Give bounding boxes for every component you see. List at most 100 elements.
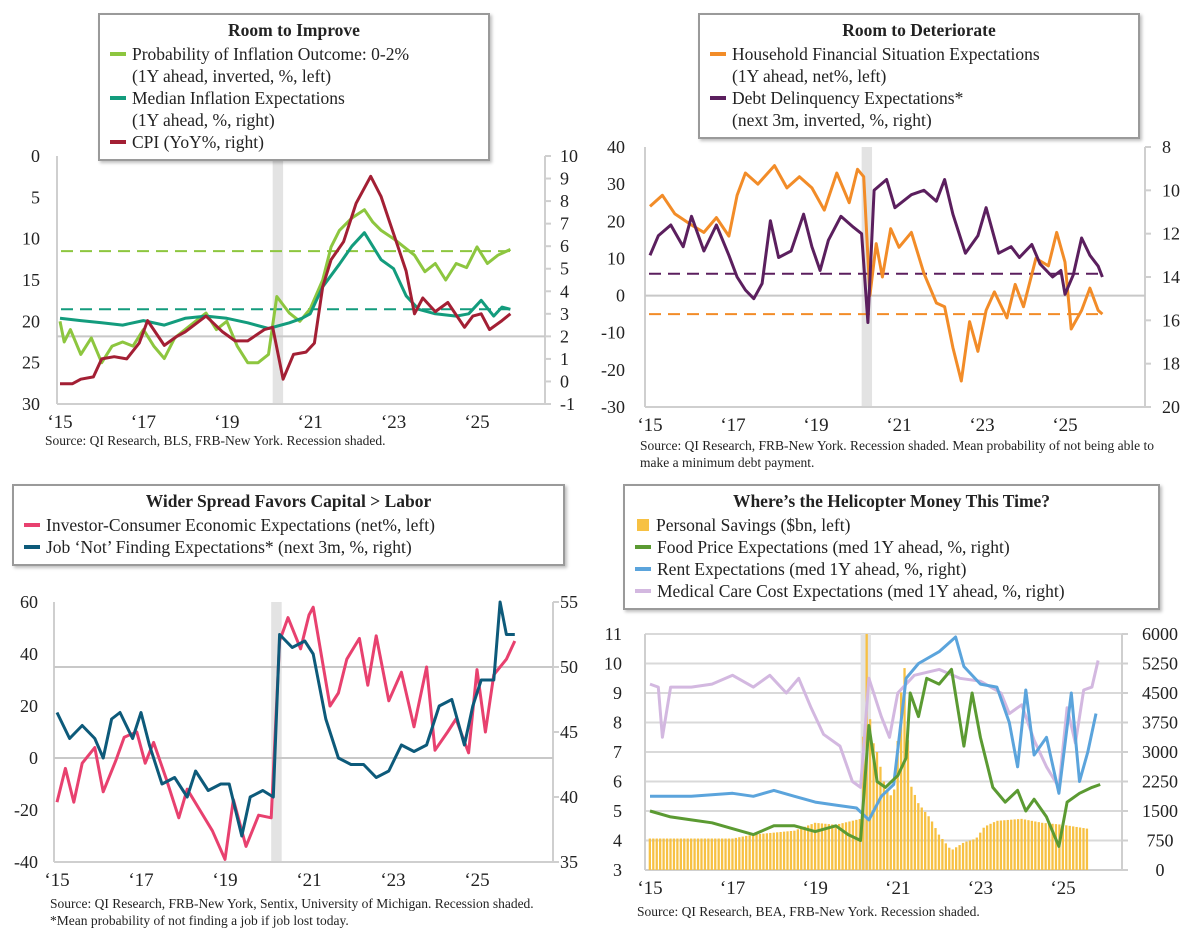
left-tick-label: 6 bbox=[613, 772, 622, 792]
savings-bar bbox=[1016, 819, 1020, 870]
savings-bar bbox=[975, 837, 978, 870]
legend-item: Rent Expectations (med 1Y ahead, %, righ… bbox=[635, 558, 1148, 580]
x-tick-label: ‘15 bbox=[637, 415, 662, 436]
savings-bar bbox=[910, 786, 913, 870]
legend-label: Rent Expectations (med 1Y ahead, %, righ… bbox=[657, 559, 967, 579]
series-line-probability-of-inflation-outcome- bbox=[58, 208, 512, 365]
left-tick-label: 7 bbox=[613, 742, 622, 762]
x-tick-label: ‘19 bbox=[212, 870, 237, 891]
x-tick-label: ‘23 bbox=[380, 870, 405, 891]
chart-4: ‘15 ‘17 ‘19 ‘21 ‘23 ‘25 11 10 9 8 7 6 5 4 3 6000 5250 450… bbox=[604, 624, 1178, 899]
savings-bar bbox=[851, 820, 855, 870]
savings-bar bbox=[1027, 820, 1030, 870]
savings-bar bbox=[741, 836, 744, 870]
source-note-4: Source: QI Research, BEA, FRB-New York. … bbox=[637, 904, 980, 919]
savings-bar bbox=[889, 795, 892, 870]
savings-bar bbox=[992, 822, 996, 870]
savings-bar bbox=[662, 838, 665, 870]
savings-bar bbox=[1041, 822, 1044, 870]
savings-bar bbox=[803, 826, 806, 870]
savings-bar bbox=[855, 819, 858, 870]
savings-bar bbox=[924, 811, 927, 870]
left-tick-label: 40 bbox=[607, 137, 625, 157]
right-tick-label: 5250 bbox=[1142, 654, 1178, 674]
savings-bar bbox=[1013, 819, 1016, 870]
savings-bar bbox=[937, 834, 941, 870]
right-tick-label: 750 bbox=[1147, 831, 1174, 851]
right-tick-label: 5 bbox=[560, 259, 569, 279]
savings-bar bbox=[989, 823, 992, 870]
left-tick-label: -30 bbox=[601, 397, 625, 417]
series-line-job-not-finding-expectations bbox=[55, 600, 515, 838]
x-tick-label: ‘19 bbox=[803, 878, 828, 899]
left-tick-label: 5 bbox=[613, 801, 622, 821]
savings-bar bbox=[762, 833, 765, 870]
x-tick-label: ‘17 bbox=[720, 415, 745, 436]
savings-bar bbox=[1068, 825, 1071, 870]
left-tick-label: 20 bbox=[22, 311, 40, 331]
right-tick-label: 3 bbox=[560, 304, 569, 324]
right-tick-label: 40 bbox=[560, 787, 578, 807]
savings-bar bbox=[707, 838, 710, 870]
savings-bar bbox=[703, 838, 707, 870]
left-tick-label: -20 bbox=[601, 360, 625, 380]
legend-item: Probability of Inflation Outcome: 0-2% bbox=[110, 43, 478, 65]
x-tick-label: ‘25 bbox=[464, 870, 489, 891]
x-tick-label: ‘17 bbox=[720, 878, 745, 899]
legend-item: Investor-Consumer Economic Expectations … bbox=[24, 514, 553, 536]
x-tick-label: ‘25 bbox=[464, 412, 489, 433]
savings-bar bbox=[817, 823, 820, 870]
legend-helicopter-money: Where’s the Helicopter Money This Time? P… bbox=[623, 484, 1160, 610]
right-tick-label: 45 bbox=[560, 722, 578, 742]
left-tick-label: 30 bbox=[607, 174, 625, 194]
savings-bar bbox=[837, 823, 841, 870]
left-tick-label: 4 bbox=[613, 831, 622, 851]
savings-bar bbox=[782, 831, 786, 870]
savings-bar bbox=[948, 847, 951, 870]
savings-bar bbox=[972, 839, 975, 870]
right-tick-label: -1 bbox=[560, 394, 575, 414]
savings-bar bbox=[886, 790, 889, 870]
savings-bar bbox=[800, 828, 803, 870]
left-tick-label: 9 bbox=[613, 683, 622, 703]
right-tick-label: 4500 bbox=[1142, 683, 1178, 703]
savings-bar bbox=[793, 830, 796, 870]
x-tick-label: ‘15 bbox=[44, 870, 69, 891]
savings-bar bbox=[858, 819, 861, 870]
legend-label: Investor-Consumer Economic Expectations … bbox=[46, 515, 435, 535]
savings-bar bbox=[1034, 821, 1037, 870]
legend-swatch bbox=[637, 519, 649, 531]
legend-label: Medical Care Cost Expectations (med 1Y a… bbox=[657, 581, 1065, 601]
savings-bar bbox=[690, 838, 693, 870]
savings-bar bbox=[813, 822, 817, 870]
savings-bar bbox=[927, 816, 930, 870]
savings-bar bbox=[672, 838, 676, 870]
x-tick-label: ‘19 bbox=[214, 412, 239, 433]
legend-item: Debt Delinquency Expectations* bbox=[710, 87, 1128, 109]
source-note-1: Source: QI Research, BLS, FRB-New York. … bbox=[45, 433, 386, 448]
right-tick-label: 3750 bbox=[1142, 713, 1178, 733]
savings-bar bbox=[1020, 818, 1023, 870]
savings-bar bbox=[882, 781, 886, 870]
legend-item: CPI (YoY%, right) bbox=[110, 131, 478, 153]
left-tick-label: 25 bbox=[22, 353, 40, 373]
legend-label: Median Inflation Expectations bbox=[132, 88, 345, 108]
right-tick-label: 8 bbox=[560, 191, 569, 211]
savings-bar bbox=[810, 824, 813, 870]
savings-bar bbox=[951, 849, 954, 870]
x-tick-label: ‘21 bbox=[298, 412, 323, 433]
legend-item: Median Inflation Expectations bbox=[110, 87, 478, 109]
x-tick-label: ‘23 bbox=[968, 878, 993, 899]
savings-bar bbox=[831, 824, 834, 870]
legend-swatch bbox=[110, 96, 126, 100]
legend-swatch bbox=[24, 545, 40, 549]
right-tick-label: 10 bbox=[560, 146, 578, 166]
right-tick-label: 3000 bbox=[1142, 742, 1178, 762]
right-tick-label: 1 bbox=[560, 349, 569, 369]
savings-bar bbox=[772, 832, 775, 870]
savings-bar bbox=[731, 838, 734, 870]
savings-bar bbox=[665, 838, 669, 870]
legend-item: Medical Care Cost Expectations (med 1Y a… bbox=[635, 580, 1148, 602]
